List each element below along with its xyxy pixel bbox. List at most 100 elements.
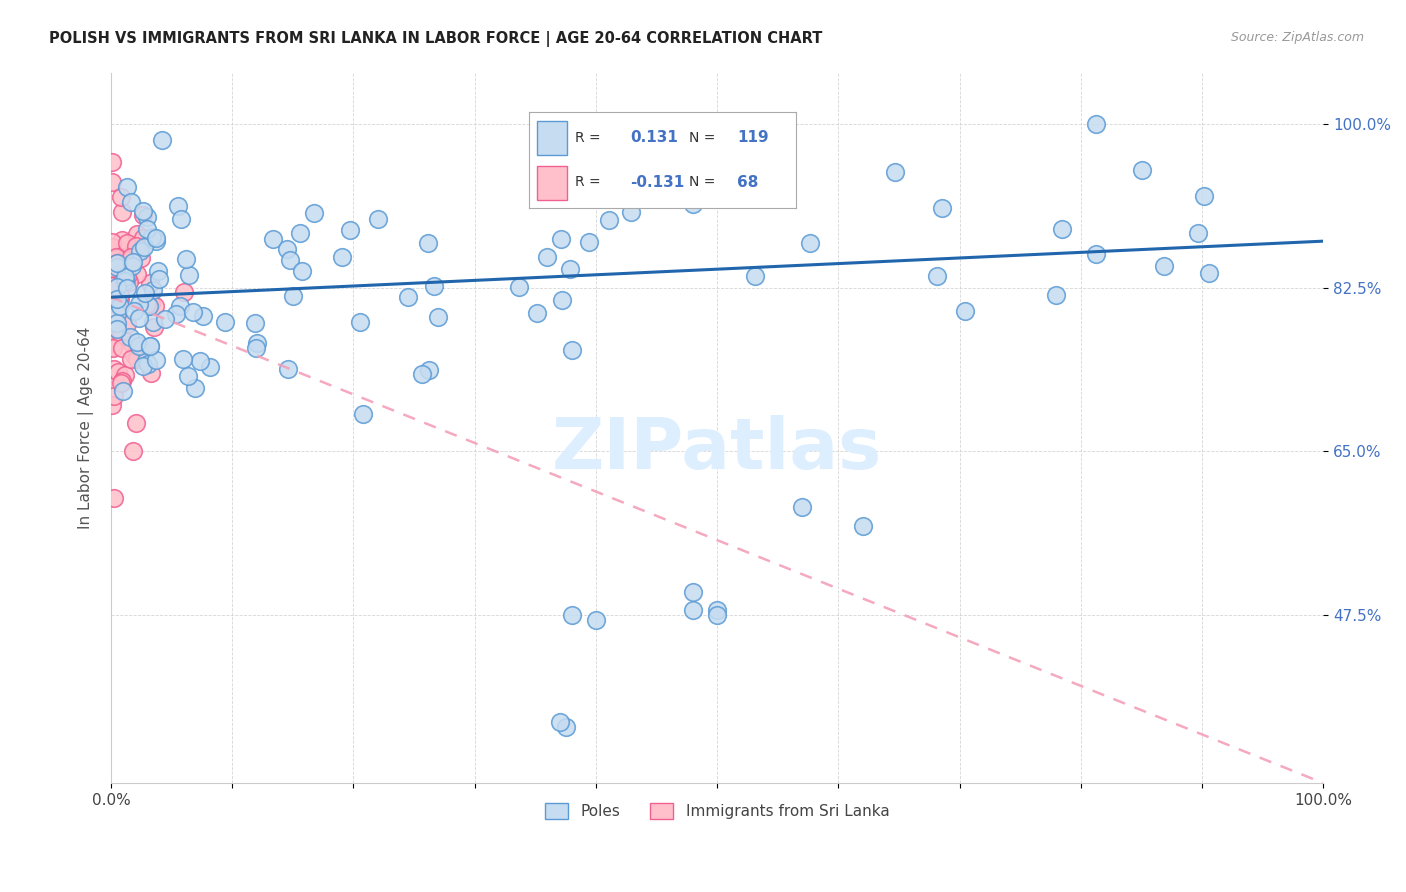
Point (128, 310, 150, 325)
Point (101, 261, 124, 276)
Point (288, 226, 311, 240)
Point (101, 240, 124, 254)
Point (330, 250, 353, 264)
Point (107, 295, 129, 310)
Point (110, 269, 132, 284)
Point (139, 276, 162, 290)
Point (129, 235, 152, 250)
Point (127, 335, 149, 350)
Point (105, 307, 128, 321)
Point (132, 231, 155, 245)
Point (132, 203, 155, 218)
Point (105, 256, 128, 270)
Point (799, 236, 821, 251)
Point (1050, 221, 1073, 235)
Point (101, 336, 124, 351)
Point (111, 384, 134, 398)
Point (554, 720, 576, 734)
Point (105, 307, 128, 321)
Point (1085, 117, 1108, 131)
Point (111, 233, 134, 247)
Point (427, 310, 450, 325)
Point (121, 259, 143, 273)
Point (125, 417, 148, 431)
Point (138, 299, 160, 313)
Point (104, 305, 127, 319)
Point (127, 267, 149, 281)
Legend: Poles, Immigrants from Sri Lanka: Poles, Immigrants from Sri Lanka (538, 797, 896, 825)
Point (132, 208, 155, 222)
Point (111, 204, 134, 219)
Point (107, 279, 129, 293)
Point (931, 201, 953, 215)
Point (177, 368, 200, 383)
Point (122, 255, 145, 269)
Point (105, 321, 128, 335)
Point (174, 252, 197, 266)
Point (125, 227, 148, 242)
Point (165, 307, 187, 321)
Point (598, 213, 620, 227)
Point (120, 250, 142, 264)
Point (278, 253, 301, 268)
Point (103, 277, 125, 291)
Point (852, 519, 875, 533)
Point (560, 262, 582, 277)
Point (110, 328, 132, 343)
Point (277, 361, 299, 376)
Point (148, 272, 170, 286)
Point (145, 234, 167, 248)
Point (177, 268, 200, 283)
Point (107, 365, 129, 379)
Point (101, 268, 124, 283)
Point (101, 307, 124, 321)
Point (101, 235, 124, 249)
Point (101, 277, 124, 291)
Point (548, 715, 571, 730)
Point (508, 279, 530, 293)
Point (561, 343, 583, 357)
Point (104, 272, 127, 286)
Point (181, 305, 204, 319)
Point (134, 285, 156, 300)
Point (418, 363, 440, 377)
Point (188, 353, 211, 368)
Point (214, 315, 236, 329)
Point (1130, 163, 1153, 178)
Point (706, 607, 728, 622)
Point (1198, 266, 1220, 280)
Point (173, 285, 195, 299)
Text: ZIPatlas: ZIPatlas (553, 415, 882, 483)
Point (155, 312, 177, 326)
Point (103, 306, 125, 320)
Point (111, 374, 134, 388)
Point (135, 354, 157, 368)
Point (101, 175, 124, 189)
Point (128, 338, 150, 352)
Point (411, 367, 433, 381)
Point (744, 268, 766, 283)
Point (115, 281, 138, 295)
Point (101, 247, 124, 261)
Point (243, 317, 266, 331)
Point (122, 348, 145, 362)
Point (125, 239, 148, 253)
Point (883, 164, 905, 178)
Point (416, 235, 439, 250)
Point (558, 137, 581, 152)
Point (1187, 227, 1209, 241)
Point (142, 315, 165, 329)
Point (129, 244, 152, 258)
Point (191, 310, 214, 324)
Point (101, 341, 124, 355)
Point (592, 175, 614, 189)
Point (105, 301, 128, 315)
Point (118, 330, 141, 344)
Point (790, 500, 813, 515)
Point (143, 319, 166, 334)
Point (114, 270, 136, 285)
Point (103, 278, 125, 293)
Point (110, 288, 132, 302)
Point (101, 296, 124, 310)
Point (103, 389, 125, 403)
